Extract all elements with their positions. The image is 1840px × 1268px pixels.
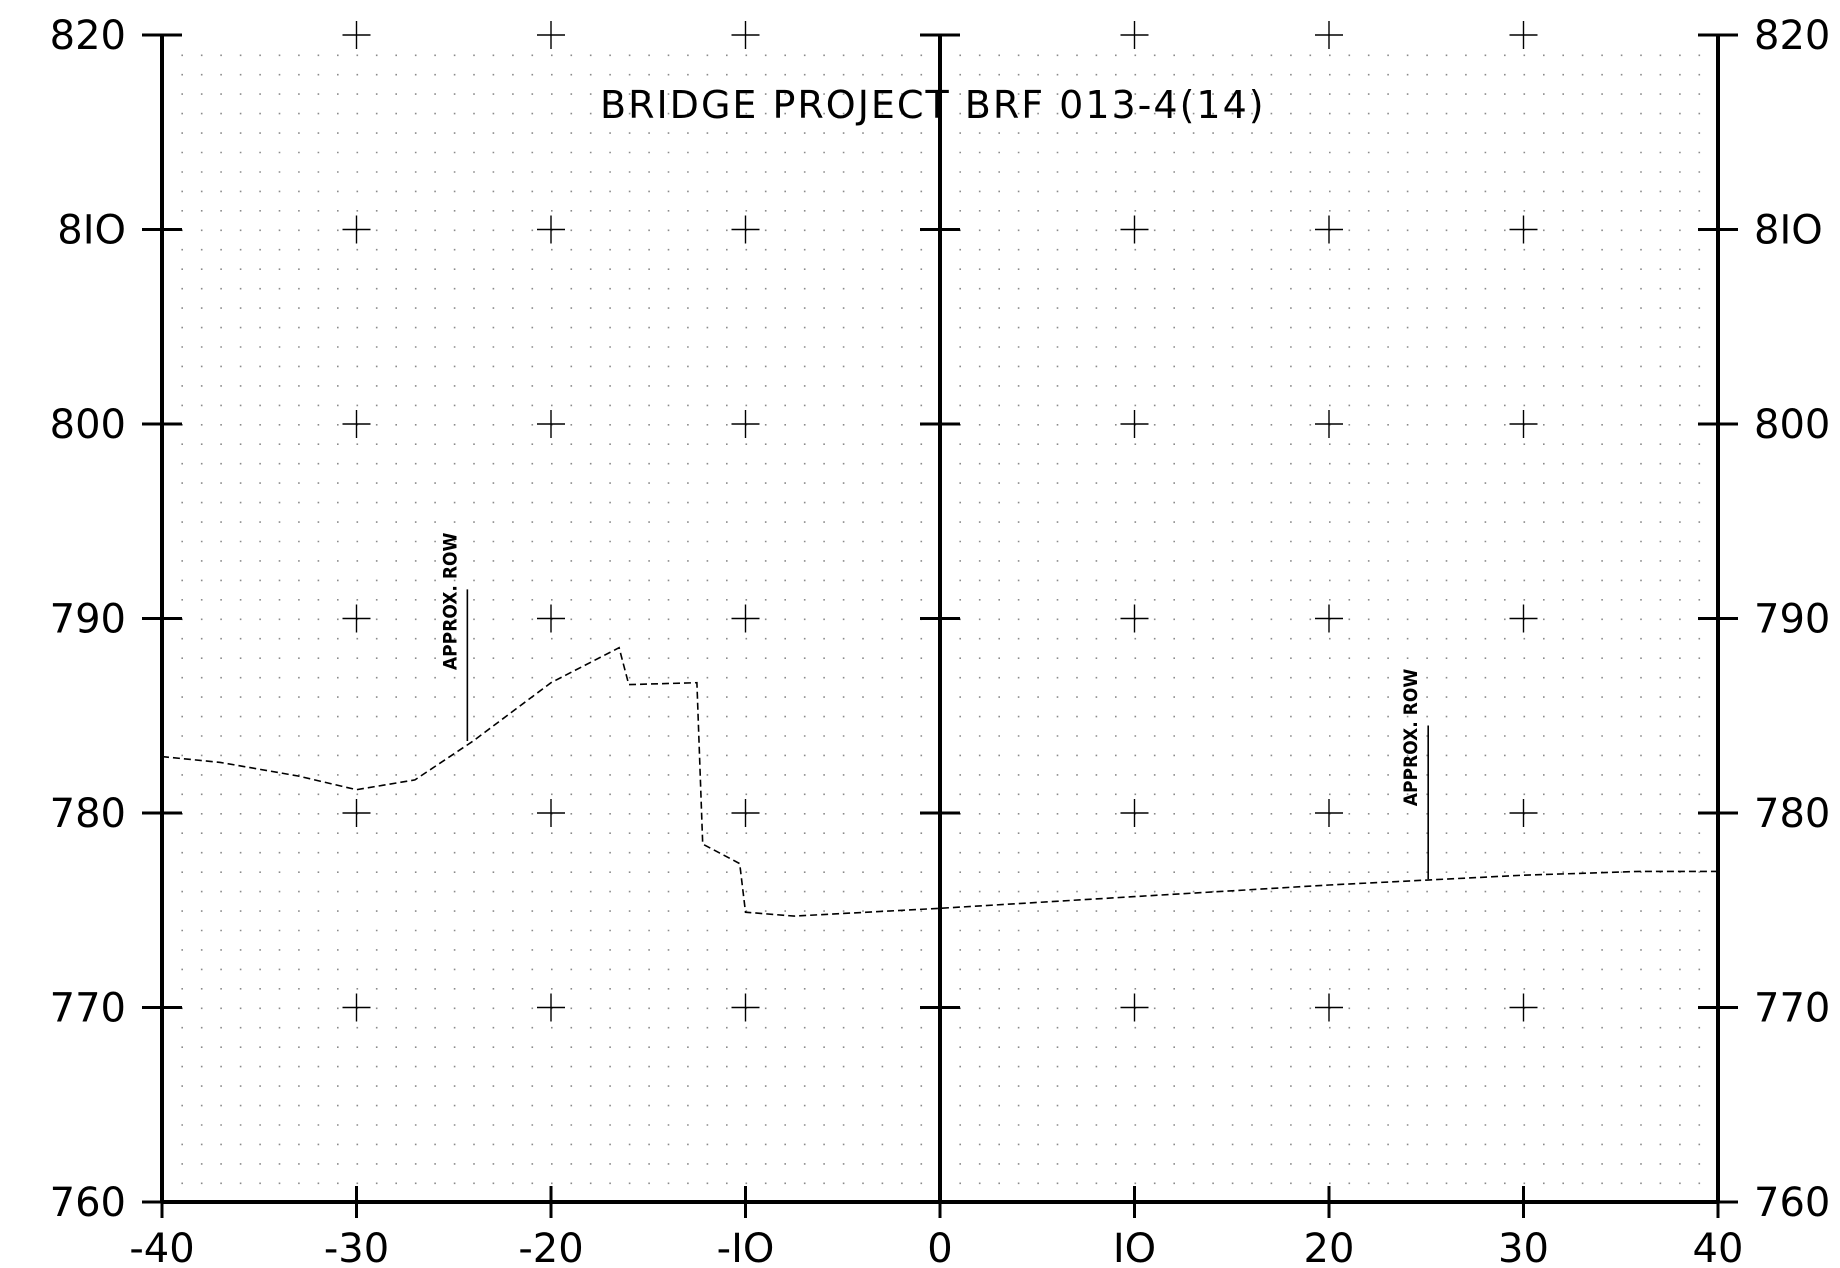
grid-cross-marker [731,993,760,1022]
grid-cross-marker [342,21,371,49]
grid-cross-marker [537,993,565,1022]
grid-cross-marker [537,410,565,438]
grid-cross-marker [1315,21,1343,49]
grid-cross-marker [537,799,565,827]
y-tick-label-left: 780 [50,791,126,837]
ground-profile-line [161,646,1718,917]
grid-cross-marker [342,410,371,438]
grid-cross-marker [1509,604,1538,633]
axis-ticks: 760 760 770 770 780 780 790 790 800 800 8IO 8IO 820 8… [50,13,1831,1268]
grid-cross-marker [731,799,760,827]
grid-cross-marker [537,604,565,633]
y-tick-label-left: 760 [50,1180,126,1226]
grid-cross-marker [731,215,760,244]
x-tick-label: 30 [1498,1226,1549,1268]
grid-cross-marker [731,410,760,438]
x-tick-label: 40 [1693,1226,1744,1268]
grid-cross-marker [1509,799,1538,827]
grid-cross-marker [537,215,565,244]
grid-cross-marker [1509,993,1538,1022]
y-tick-label-right: 760 [1754,1180,1830,1226]
x-tick-label: -IO [717,1226,775,1268]
grid-cross-marker [1509,215,1538,244]
y-tick-label-left: 800 [50,402,126,448]
x-tick-label: -30 [324,1226,389,1268]
row-annotation-label: APPROX. ROW [1400,669,1422,807]
grid-cross-marker [1120,215,1149,244]
grid-cross-marker [1120,410,1149,438]
grid-cross-marker [342,799,371,827]
y-tick-label-right: 820 [1754,13,1830,59]
grid-cross-marker [342,993,371,1022]
y-tick-label-right: 800 [1754,402,1830,448]
x-tick-label: -40 [129,1226,194,1268]
grid-cross-marker [731,604,760,633]
y-tick-label-right: 770 [1754,986,1830,1032]
grid-cross-marker [1120,799,1149,827]
y-tick-label-left: 790 [50,597,126,643]
grid-cross-marker [1120,21,1149,49]
row-annotation-label: APPROX. ROW [439,532,461,670]
grid-cross-marker [342,604,371,633]
annotations-layer: APPROX. ROW APPROX. ROW [439,532,1429,880]
grid-cross-marker [1315,604,1343,633]
x-tick-label: 0 [927,1226,952,1268]
y-tick-label-right: 780 [1754,791,1830,837]
grid-cross-marker [1509,410,1538,438]
grid-cross-marker [1509,21,1538,49]
grid-cross-marker [342,215,371,244]
grid-cross-marker [1120,993,1149,1022]
y-tick-label-right: 790 [1754,597,1830,643]
series-layer [161,646,1718,917]
y-tick-label-left: 770 [50,986,126,1032]
x-tick-label: -20 [518,1226,583,1268]
grid-crosses [342,21,1538,1022]
chart-title: BRIDGE PROJECT BRF 013-4(14) [600,83,1266,127]
y-tick-label-left: 820 [50,13,126,59]
y-tick-label-left: 8IO [57,208,126,254]
grid-cross-marker [1120,604,1149,633]
x-tick-label: IO [1113,1226,1156,1268]
grid-cross-marker [1315,993,1343,1022]
grid-cross-marker [731,21,760,49]
x-tick-label: 20 [1304,1226,1355,1268]
grid-cross-marker [1315,410,1343,438]
grid-cross-marker [1315,799,1343,827]
grid-cross-marker [1315,215,1343,244]
y-tick-label-right: 8IO [1754,208,1823,254]
grid-cross-marker [537,21,565,49]
